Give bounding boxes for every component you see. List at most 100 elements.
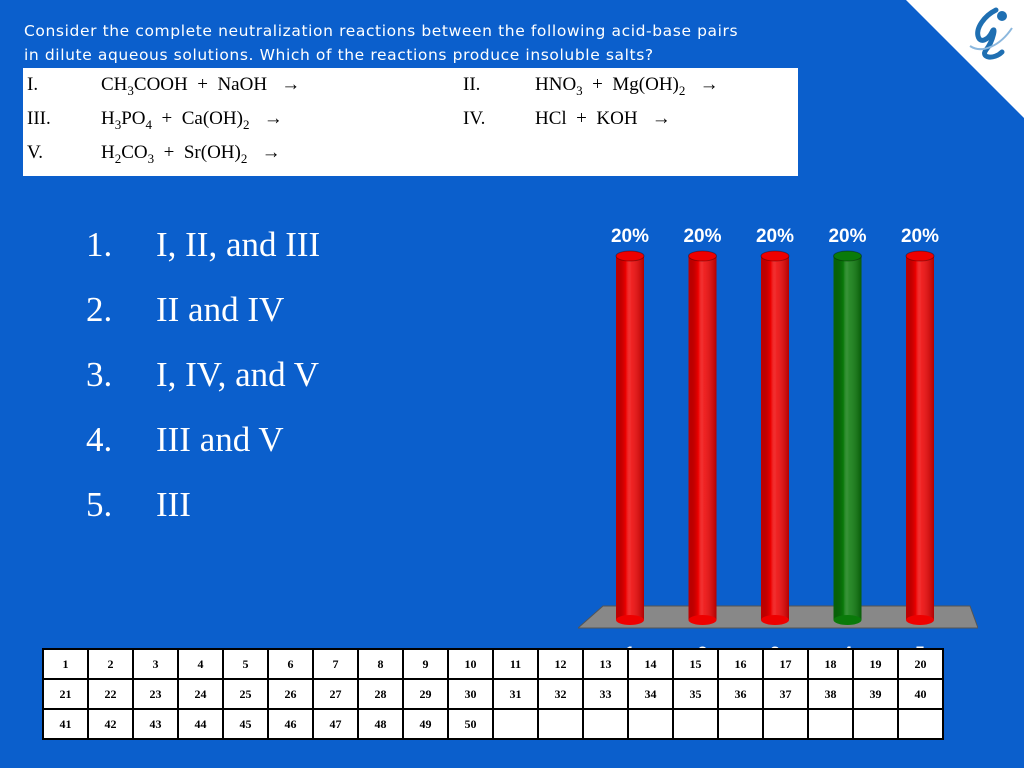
answer-text: I, IV, and V: [156, 355, 320, 394]
grid-cell: 35: [672, 678, 719, 710]
answer-text: II and IV: [156, 290, 285, 329]
answer-list: 1. I, II, and III 2. II and IV 3. I, IV, an…: [86, 212, 320, 537]
grid-cell: 6: [267, 648, 314, 680]
grid-cell: 43: [132, 708, 179, 740]
grid-row: 41 42 43 44 45 46 47 48 49 50: [42, 708, 944, 740]
answer-option[interactable]: 1. I, II, and III: [86, 212, 320, 277]
reaction-id: IV.: [463, 108, 486, 129]
grid-cell: 1: [42, 648, 89, 680]
grid-cell: 27: [312, 678, 359, 710]
bar-base: [833, 615, 862, 625]
grid-cell: [762, 708, 809, 740]
grid-cell: 20: [897, 648, 944, 680]
grid-cell: 24: [177, 678, 224, 710]
bar-top: [905, 250, 935, 262]
grid-cell: [627, 708, 674, 740]
grid-cell: 38: [807, 678, 854, 710]
grid-cell: 25: [222, 678, 269, 710]
answer-option[interactable]: 5. III: [86, 472, 320, 537]
grid-cell: 32: [537, 678, 584, 710]
reaction-id: V.: [27, 142, 44, 163]
bar-shading: [688, 256, 717, 620]
grid-cell: 50: [447, 708, 494, 740]
bar-top: [688, 250, 717, 262]
grid-cell: 37: [762, 678, 809, 710]
reaction-equation: CH3COOH + NaOH →: [101, 74, 301, 98]
bar-shading: [906, 256, 934, 620]
grid-cell: 46: [267, 708, 314, 740]
grid-cell: 19: [852, 648, 899, 680]
reaction-equation: H2CO3 + Sr(OH)2 →: [101, 142, 281, 166]
answer-option[interactable]: 3. I, IV, and V: [86, 342, 320, 407]
data-label: 20%: [756, 226, 794, 247]
grid-cell: 33: [582, 678, 629, 710]
answer-text: III: [156, 485, 191, 524]
bar-base: [616, 615, 644, 625]
grid-cell: [807, 708, 854, 740]
grid-cell: 49: [402, 708, 449, 740]
grid-cell: 44: [177, 708, 224, 740]
grid-cell: [852, 708, 899, 740]
grid-cell: 2: [87, 648, 134, 680]
grid-row: 1 2 3 4 5 6 7 8 9 10 11 12 13 14 15 16 17 18 19 20: [42, 648, 944, 680]
question-line-2: in dilute aqueous solutions. Which of th…: [24, 46, 654, 64]
bar-shading: [761, 256, 789, 620]
grid-cell: 16: [717, 648, 764, 680]
data-label: 20%: [901, 226, 939, 247]
reaction-table: I. CH3COOH + NaOH → II. HNO3 + Mg(OH)2 →…: [23, 68, 798, 176]
answer-number: 2.: [86, 290, 113, 329]
grid-cell: 10: [447, 648, 494, 680]
data-label: 20%: [611, 226, 649, 247]
answer-number: 5.: [86, 485, 113, 524]
grid-cell: 34: [627, 678, 674, 710]
grid-cell: 48: [357, 708, 404, 740]
grid-cell: 40: [897, 678, 944, 710]
response-bar-chart: 20%120%220%320%420%5: [578, 226, 978, 660]
grid-cell: 4: [177, 648, 224, 680]
grid-cell: 41: [42, 708, 89, 740]
grid-cell: 15: [672, 648, 719, 680]
answer-text: III and V: [156, 420, 284, 459]
reaction-equation: HNO3 + Mg(OH)2 →: [535, 74, 719, 98]
grid-cell: 36: [717, 678, 764, 710]
grid-cell: 14: [627, 648, 674, 680]
grid-cell: 5: [222, 648, 269, 680]
bar-base: [688, 615, 717, 625]
bar-base: [906, 615, 934, 625]
response-grid: 1 2 3 4 5 6 7 8 9 10 11 12 13 14 15 16 17 18 19 20 21 22 23 24 2…: [42, 648, 944, 740]
reaction-id: II.: [463, 74, 481, 95]
grid-cell: [717, 708, 764, 740]
reaction-id: I.: [27, 74, 39, 95]
answer-number: 4.: [86, 420, 113, 459]
grid-cell: 23: [132, 678, 179, 710]
bar-shading: [616, 256, 644, 620]
grid-cell: 28: [357, 678, 404, 710]
grid-cell: 29: [402, 678, 449, 710]
grid-cell: 8: [357, 648, 404, 680]
grid-cell: [672, 708, 719, 740]
data-label: 20%: [828, 226, 866, 247]
grid-cell: 22: [87, 678, 134, 710]
reaction-equation: H3PO4 + Ca(OH)2 →: [101, 108, 283, 132]
bar-top: [615, 250, 645, 262]
question-text: Consider the complete neutralization rea…: [24, 19, 924, 67]
bar-top: [760, 250, 790, 262]
grid-cell: 39: [852, 678, 899, 710]
grid-cell: 30: [447, 678, 494, 710]
logo-icon: [969, 7, 1013, 60]
bar-base: [761, 615, 789, 625]
grid-cell: 9: [402, 648, 449, 680]
grid-cell: [537, 708, 584, 740]
grid-cell: 45: [222, 708, 269, 740]
reaction-equation: HCl + KOH →: [535, 108, 671, 129]
bar-shading: [833, 256, 862, 620]
answer-number: 1.: [86, 225, 113, 264]
grid-cell: 47: [312, 708, 359, 740]
grid-cell: 17: [762, 648, 809, 680]
answer-option[interactable]: 2. II and IV: [86, 277, 320, 342]
bar-top: [833, 250, 862, 262]
answer-text: I, II, and III: [156, 225, 321, 264]
grid-cell: 12: [537, 648, 584, 680]
answer-option[interactable]: 4. III and V: [86, 407, 320, 472]
grid-cell: 7: [312, 648, 359, 680]
